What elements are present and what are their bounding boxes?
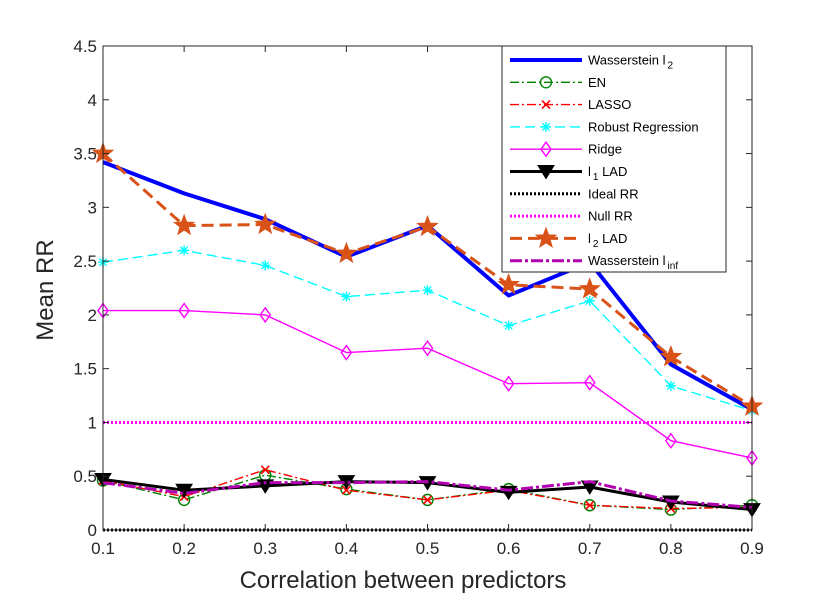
legend-item-ideal-rr: Ideal RR <box>510 186 639 201</box>
legend-item-wasserstein-linf: Wasserstein l inf <box>510 253 678 272</box>
y-tick-label: 4 <box>88 91 97 110</box>
x-tick-label: 0.2 <box>172 539 196 558</box>
legend-item-ridge: Ridge <box>510 140 622 158</box>
data-point-robust-regression <box>584 295 595 306</box>
legend-label-en: EN <box>588 75 606 90</box>
y-tick-label: 2.5 <box>73 252 97 271</box>
x-tick-label: 0.6 <box>497 539 521 558</box>
x-tick-label: 0.4 <box>335 539 359 558</box>
y-tick-label: 3 <box>88 198 97 217</box>
legend-marker-lasso <box>541 100 551 110</box>
x-tick-label: 0.5 <box>416 539 440 558</box>
series-wasserstein-linf <box>102 480 753 509</box>
series-line-lasso <box>102 469 753 510</box>
legend-marker-l1-lad <box>537 165 555 180</box>
data-point-ridge <box>583 374 596 391</box>
data-point-ridge <box>259 306 272 324</box>
series-line-en <box>102 474 753 511</box>
y-tick-label: 2 <box>88 306 97 325</box>
legend: Wasserstein l 2 EN LASSO Robust Regression Ri… <box>501 45 727 273</box>
x-tick-label: 0.3 <box>253 539 277 558</box>
data-point-lasso <box>260 465 270 475</box>
legend-label-wasserstein-linf: Wasserstein l inf <box>588 253 678 272</box>
legend-item-null-rr: Null RR <box>510 209 633 224</box>
data-point-l2-lad <box>416 214 439 237</box>
y-tick-label: 3.5 <box>73 145 97 164</box>
y-tick-label: 1.5 <box>73 360 97 379</box>
data-point-ridge <box>178 302 190 319</box>
y-tick-label: 0 <box>88 521 97 540</box>
data-point-en <box>583 499 596 512</box>
data-point-lasso <box>585 500 595 510</box>
series-line-wasserstein-linf <box>102 480 753 509</box>
data-point-ridge <box>502 375 515 392</box>
data-point-robust-regression <box>422 285 433 296</box>
y-axis-label: Mean RR <box>32 239 59 340</box>
legend-label-ridge: Ridge <box>588 142 622 157</box>
legend-label-ideal-rr: Ideal RR <box>588 186 639 201</box>
x-tick-label: 0.8 <box>659 539 683 558</box>
data-point-l2-lad <box>578 277 602 299</box>
data-point-robust-regression <box>260 260 271 271</box>
data-point-l1-lad <box>256 479 275 494</box>
data-point-l2-lad <box>335 241 358 264</box>
data-point-robust-regression <box>179 245 190 256</box>
x-axis-label: Correlation between predictors <box>240 567 567 594</box>
axes-layer: 0.1 0.2 0.3 0.4 0.5 0.6 0.7 0.8 0.9 0 0.5 1 1.5 2 2.5 3… <box>73 37 763 558</box>
data-point-ridge <box>665 432 677 449</box>
data-point-l1-lad <box>175 483 194 499</box>
data-point-l2-lad <box>659 344 683 367</box>
y-tick-label: 1 <box>88 413 97 432</box>
data-point-ridge <box>421 340 434 357</box>
data-point-lasso <box>422 495 433 505</box>
legend-marker-en <box>539 76 553 89</box>
data-point-robust-regression <box>503 320 514 331</box>
x-tick-label: 0.9 <box>740 539 764 558</box>
data-point-l2-lad <box>253 212 277 235</box>
data-point-ridge <box>340 344 353 361</box>
x-tick-label: 0.7 <box>578 539 602 558</box>
legend-label-lasso: LASSO <box>588 97 631 112</box>
data-point-l2-lad <box>172 213 196 236</box>
legend-item-lasso: LASSO <box>510 97 631 112</box>
legend-label-robust-regression: Robust Regression <box>588 119 699 134</box>
legend-box <box>501 45 727 273</box>
data-point-l2-lad <box>497 272 520 295</box>
y-tick-label: 0.5 <box>73 467 97 486</box>
y-tick-label: 4.5 <box>73 37 97 56</box>
legend-marker-robust-regression <box>541 121 551 132</box>
legend-item-en: EN <box>510 75 606 90</box>
legend-marker-ridge <box>540 140 552 158</box>
legend-label-null-rr: Null RR <box>588 209 633 224</box>
x-tick-label: 0.1 <box>91 539 115 558</box>
data-point-lasso <box>341 485 351 495</box>
legend-item-robust-regression: Robust Regression <box>510 119 699 134</box>
series-l2-lad <box>91 141 764 416</box>
data-point-robust-regression <box>665 380 676 391</box>
data-point-robust-regression <box>341 291 352 302</box>
legend-marker-l2-lad <box>534 226 558 248</box>
